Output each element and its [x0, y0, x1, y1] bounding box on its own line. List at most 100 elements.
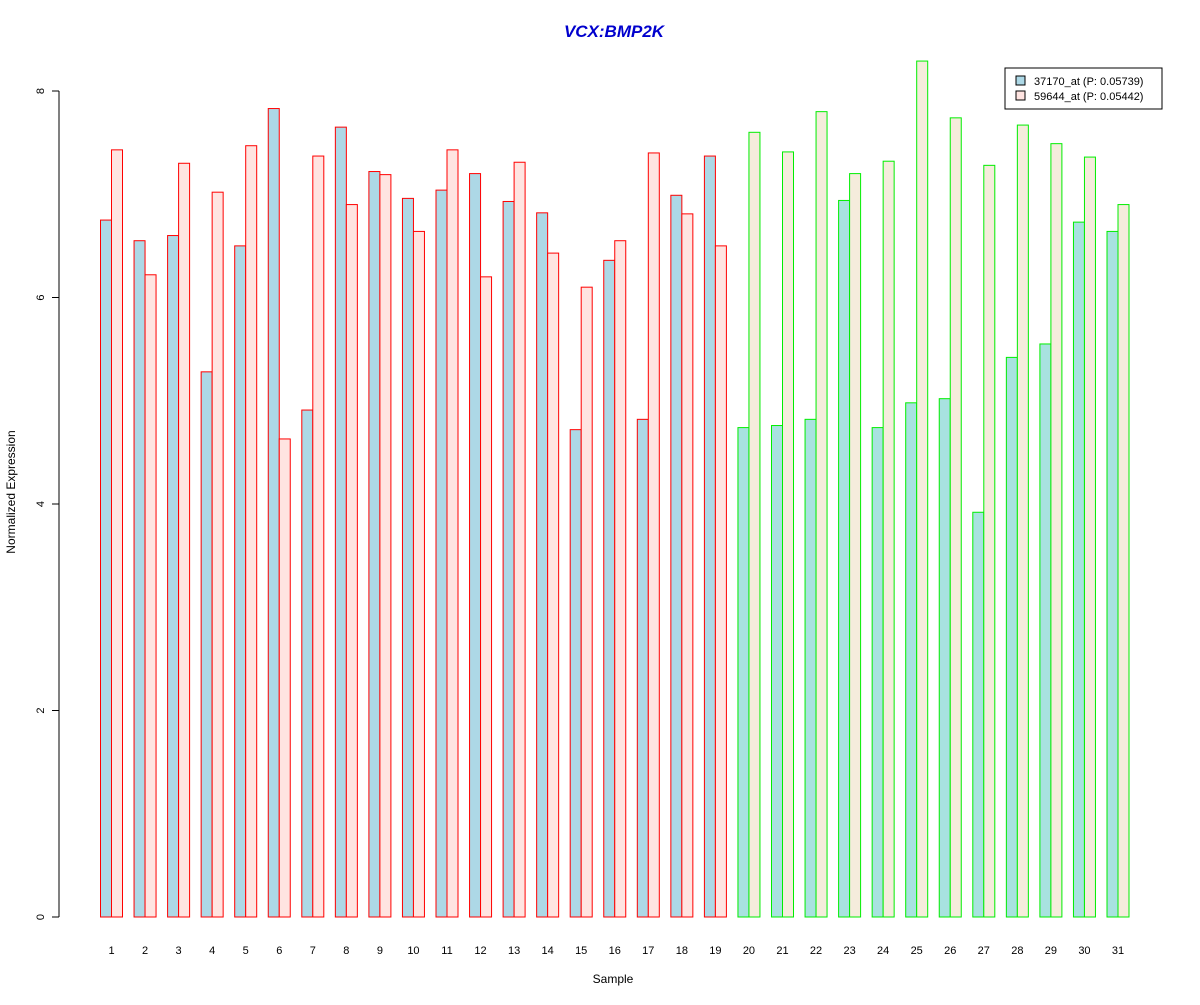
y-tick-label: 4 — [35, 501, 47, 507]
bar-series-2-sample-21 — [782, 151, 794, 918]
bar-series-1-sample-20 — [737, 427, 750, 918]
bar-series-1-sample-9 — [368, 171, 381, 918]
bar-series-2-sample-26 — [949, 117, 962, 918]
bar-series-1-sample-22 — [804, 418, 817, 918]
bar-series-2-sample-20 — [748, 131, 761, 918]
bar-series-1-sample-1 — [100, 219, 112, 918]
bar-series-2-sample-30 — [1083, 156, 1096, 918]
bar-series-2-sample-8 — [345, 204, 358, 918]
bar-series-1-sample-7 — [301, 409, 314, 918]
bar-series-1-sample-5 — [234, 245, 247, 918]
bar-series-2-sample-5 — [245, 145, 258, 918]
bar-series-2-sample-10 — [412, 230, 425, 918]
bar-series-1-sample-24 — [871, 427, 884, 918]
bar-series-1-sample-18 — [670, 194, 683, 918]
x-tick-label: 13 — [508, 945, 520, 957]
x-axis-label: Sample — [593, 972, 634, 986]
x-tick-label: 31 — [1112, 945, 1124, 957]
bar-series-2-sample-9 — [379, 174, 392, 918]
bar-series-2-sample-28 — [1016, 124, 1029, 918]
x-tick-label: 19 — [709, 945, 721, 957]
bar-series-2-sample-29 — [1050, 143, 1063, 918]
x-tick-label: 9 — [377, 945, 383, 957]
bar-series-2-sample-24 — [882, 160, 895, 918]
bar-series-1-sample-25 — [905, 402, 918, 918]
x-tick-label: 2 — [142, 945, 148, 957]
bar-series-2-sample-7 — [312, 155, 325, 918]
x-tick-label: 22 — [810, 945, 822, 957]
bar-series-1-sample-15 — [569, 429, 582, 918]
x-tick-label: 14 — [542, 945, 554, 957]
bar-series-1-sample-17 — [636, 418, 649, 918]
bar-series-1-sample-14 — [536, 212, 549, 918]
bar-series-2-sample-4 — [211, 191, 224, 918]
bar-series-1-sample-6 — [267, 108, 280, 918]
bar-series-1-sample-30 — [1072, 221, 1085, 918]
bar-series-1-sample-23 — [838, 199, 851, 918]
bar-series-1-sample-27 — [972, 511, 985, 918]
bar-series-2-sample-13 — [513, 161, 526, 918]
x-tick-label: 8 — [343, 945, 349, 957]
x-tick-label: 16 — [609, 945, 621, 957]
legend: 37170_at (P: 0.05739) 59644_at (P: 0.054… — [1004, 67, 1163, 110]
bar-series-2-sample-14 — [547, 252, 560, 918]
x-tick-label: 25 — [911, 945, 923, 957]
x-tick-label: 3 — [176, 945, 182, 957]
bar-series-1-sample-12 — [469, 173, 482, 918]
x-tick-label: 26 — [944, 945, 956, 957]
x-tick-label: 30 — [1078, 945, 1090, 957]
bar-series-2-sample-27 — [983, 164, 996, 918]
legend-label-series-2: 59644_at (P: 0.05442) — [1034, 91, 1143, 103]
bar-series-2-sample-2 — [144, 274, 157, 918]
x-tick-label: 17 — [642, 945, 654, 957]
bar-series-2-sample-11 — [446, 149, 459, 918]
bar-series-1-sample-19 — [703, 155, 716, 918]
x-tick-label: 21 — [776, 945, 788, 957]
bar-series-1-sample-10 — [401, 197, 414, 918]
x-tick-label: 18 — [676, 945, 688, 957]
y-tick-label: 6 — [35, 294, 47, 300]
bar-series-2-sample-18 — [681, 213, 694, 918]
x-tick-label: 28 — [1011, 945, 1023, 957]
x-tick-label: 12 — [474, 945, 486, 957]
bar-series-1-sample-11 — [435, 189, 448, 918]
bar-series-2-sample-31 — [1117, 204, 1130, 918]
bar-series-2-sample-19 — [714, 245, 727, 918]
bar-series-2-sample-23 — [849, 173, 862, 918]
bar-series-2-sample-6 — [278, 438, 291, 918]
x-tick-label: 20 — [743, 945, 755, 957]
bar-series-2-sample-25 — [916, 60, 929, 918]
y-tick-label: 8 — [35, 88, 47, 94]
y-axis: 0 2 4 6 8 — [35, 88, 60, 920]
x-tick-label: 15 — [575, 945, 587, 957]
bar-series-2-sample-16 — [614, 240, 627, 918]
bar-series-1-sample-21 — [771, 425, 783, 918]
legend-swatch-series-2 — [1015, 90, 1026, 101]
bar-series-1-sample-3 — [167, 235, 180, 918]
bar-series-1-sample-13 — [502, 200, 515, 918]
bar-series-1-sample-4 — [200, 371, 213, 918]
bar-series-1-sample-2 — [133, 240, 146, 918]
x-tick-label: 7 — [310, 945, 316, 957]
x-tick-label: 11 — [441, 945, 452, 957]
x-tick-label: 23 — [843, 945, 855, 957]
x-tick-label: 24 — [877, 945, 889, 957]
bar-series-2-sample-1 — [111, 149, 123, 918]
chart-title: VCX:BMP2K — [564, 22, 666, 41]
x-tick-labels: 1 2 3 4 5 6 7 8 9 10 11 12 13 14 15 16 17 18 19 20 21 22 23 24 2… — [108, 945, 1124, 957]
bar-series-2-sample-15 — [580, 286, 593, 918]
x-tick-label: 29 — [1045, 945, 1057, 957]
x-tick-label: 4 — [209, 945, 215, 957]
x-tick-label: 10 — [407, 945, 419, 957]
y-tick-label: 0 — [35, 914, 47, 920]
legend-label-series-1: 37170_at (P: 0.05739) — [1034, 76, 1143, 88]
bars-group — [100, 60, 1130, 918]
bar-series-2-sample-3 — [178, 162, 191, 918]
bar-series-2-sample-22 — [815, 111, 828, 918]
bar-series-1-sample-16 — [603, 259, 616, 918]
x-tick-label: 5 — [243, 945, 249, 957]
x-tick-label: 6 — [276, 945, 282, 957]
bar-series-1-sample-29 — [1039, 343, 1052, 918]
